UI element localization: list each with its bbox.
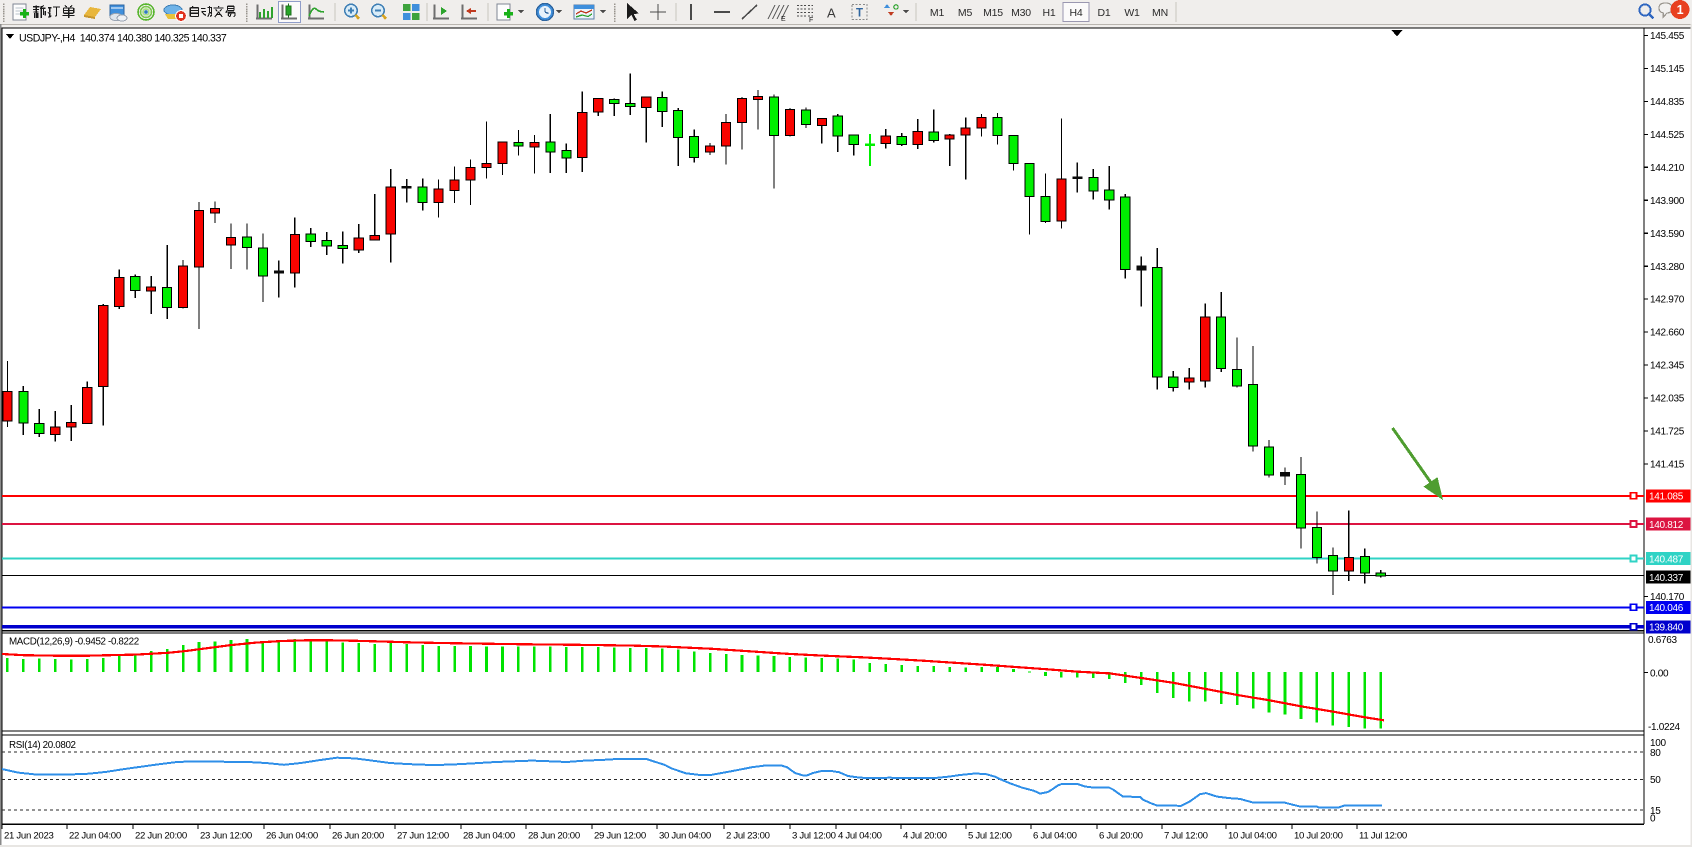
svg-text:142.035: 142.035: [1650, 394, 1685, 405]
svg-text:6 Jul 04:00: 6 Jul 04:00: [1033, 831, 1077, 842]
svg-text:-1.0224: -1.0224: [1648, 722, 1681, 733]
svg-text:28 Jun 04:00: 28 Jun 04:00: [463, 831, 515, 842]
svg-text:10 Jul 04:00: 10 Jul 04:00: [1228, 831, 1277, 842]
svg-text:H4: H4: [1069, 7, 1082, 19]
svg-text:26 Jun 20:00: 26 Jun 20:00: [332, 831, 384, 842]
svg-text:4 Jul 04:00: 4 Jul 04:00: [838, 831, 882, 842]
svg-text:M30: M30: [1011, 7, 1031, 19]
svg-text:22 Jun 04:00: 22 Jun 04:00: [69, 831, 121, 842]
svg-text:10 Jul 20:00: 10 Jul 20:00: [1294, 831, 1343, 842]
svg-text:140.812: 140.812: [1649, 520, 1684, 531]
svg-text:3 Jul 12:00: 3 Jul 12:00: [792, 831, 836, 842]
svg-text:140.487: 140.487: [1649, 554, 1684, 565]
svg-text:H1: H1: [1042, 7, 1055, 19]
svg-text:29 Jun 12:00: 29 Jun 12:00: [594, 831, 646, 842]
svg-text:21 Jun 2023: 21 Jun 2023: [4, 831, 54, 842]
svg-text:26 Jun 04:00: 26 Jun 04:00: [266, 831, 318, 842]
svg-text:142.660: 142.660: [1650, 328, 1685, 339]
svg-text:7 Jul 12:00: 7 Jul 12:00: [1164, 831, 1208, 842]
svg-text:142.970: 142.970: [1650, 295, 1685, 306]
svg-text:144.835: 144.835: [1650, 97, 1685, 108]
svg-text:141.725: 141.725: [1650, 427, 1685, 438]
svg-text:2 Jul 23:00: 2 Jul 23:00: [726, 831, 770, 842]
svg-text:USDJPY-,H4 140.374 140.380 14: USDJPY-,H4 140.374 140.380 140.325 140.3…: [19, 33, 227, 45]
svg-text:15: 15: [1650, 806, 1661, 817]
svg-text:140.046: 140.046: [1649, 603, 1684, 614]
svg-text:139.840: 139.840: [1649, 623, 1684, 634]
svg-text:143.590: 143.590: [1650, 229, 1685, 240]
svg-text:80: 80: [1650, 748, 1661, 759]
svg-text:0: 0: [1650, 813, 1656, 824]
svg-text:6 Jul 20:00: 6 Jul 20:00: [1099, 831, 1143, 842]
svg-text:D1: D1: [1097, 7, 1110, 19]
svg-text:142.345: 142.345: [1650, 361, 1685, 372]
svg-text:140.337: 140.337: [1649, 573, 1684, 584]
svg-text:M5: M5: [958, 7, 973, 19]
svg-text:0.00: 0.00: [1650, 668, 1669, 679]
svg-text:0.6763: 0.6763: [1648, 635, 1678, 646]
svg-text:22 Jun 20:00: 22 Jun 20:00: [135, 831, 187, 842]
svg-text:143.900: 143.900: [1650, 196, 1685, 207]
svg-text:F: F: [809, 17, 813, 24]
svg-text:141.415: 141.415: [1650, 459, 1685, 470]
svg-text:M15: M15: [983, 7, 1003, 19]
svg-text:50: 50: [1650, 775, 1661, 786]
svg-text:143.280: 143.280: [1650, 262, 1685, 273]
svg-text:141.085: 141.085: [1649, 492, 1684, 503]
svg-text:W1: W1: [1124, 7, 1140, 19]
svg-text:E: E: [781, 16, 786, 23]
svg-text:1: 1: [1677, 3, 1684, 17]
svg-text:23 Jun 12:00: 23 Jun 12:00: [200, 831, 252, 842]
svg-text:MACD(12,26,9) -0.9452 -0.8222: MACD(12,26,9) -0.9452 -0.8222: [9, 637, 139, 648]
svg-text:M1: M1: [930, 7, 945, 19]
svg-text:145.145: 145.145: [1650, 64, 1685, 75]
svg-text:A: A: [827, 6, 836, 21]
svg-text:144.525: 144.525: [1650, 130, 1685, 141]
svg-text:T: T: [856, 8, 863, 20]
svg-text:140.170: 140.170: [1650, 592, 1685, 603]
svg-text:27 Jun 12:00: 27 Jun 12:00: [397, 831, 449, 842]
svg-text:RSI(14) 20.0802: RSI(14) 20.0802: [9, 740, 76, 751]
svg-text:100: 100: [1650, 738, 1667, 749]
svg-text:144.210: 144.210: [1650, 163, 1685, 174]
svg-text:4 Jul 20:00: 4 Jul 20:00: [903, 831, 947, 842]
svg-text:28 Jun 20:00: 28 Jun 20:00: [528, 831, 580, 842]
svg-text:5 Jul 12:00: 5 Jul 12:00: [968, 831, 1012, 842]
svg-text:11 Jul 12:00: 11 Jul 12:00: [1359, 831, 1407, 842]
svg-text:MN: MN: [1152, 7, 1168, 19]
svg-text:30 Jun 04:00: 30 Jun 04:00: [659, 831, 711, 842]
svg-text:145.455: 145.455: [1650, 31, 1685, 42]
